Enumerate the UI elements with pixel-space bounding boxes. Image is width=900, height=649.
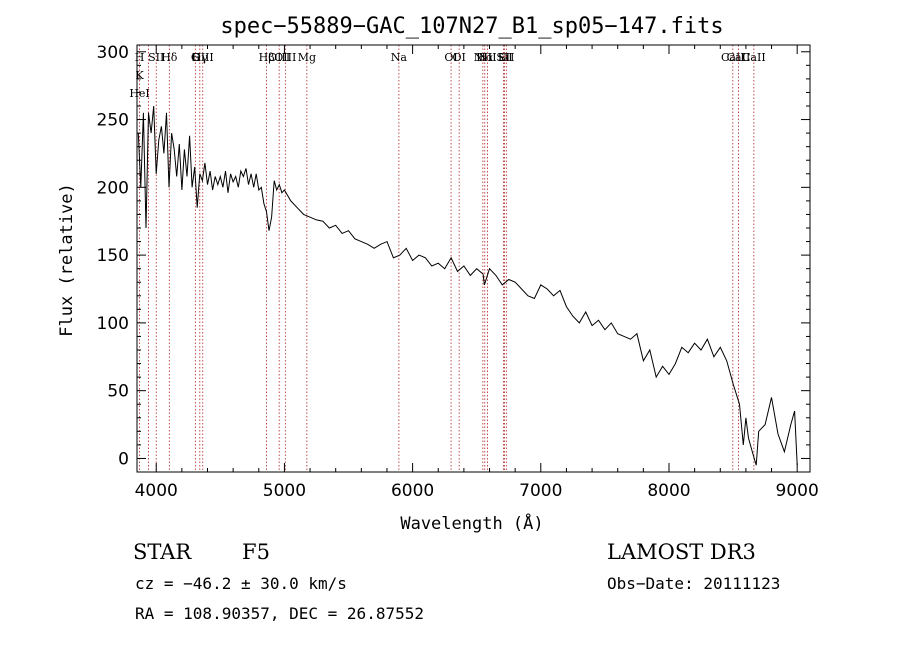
y-tick-label: 300	[97, 43, 129, 63]
marker-label: OIII	[274, 51, 296, 64]
x-tick-label: 4000	[135, 481, 178, 501]
object-class: STAR	[133, 540, 192, 564]
marker-label: Mg	[298, 51, 316, 64]
y-axis: 0 50 100 150 200 250 300	[97, 43, 810, 469]
marker-label: CaII	[742, 51, 766, 64]
plot-frame	[136, 44, 811, 473]
marker-label: OI	[444, 51, 457, 64]
redshift-cz: cz = −46.2 ± 30.0 km/s	[135, 574, 347, 593]
y-axis-label: Flux (relative)	[57, 183, 77, 337]
marker-label: CaII	[721, 51, 745, 64]
x-tick-label: 5000	[263, 481, 306, 501]
marker-label: HeI	[129, 87, 149, 100]
x-axis-label: Wavelength (Å)	[400, 512, 543, 534]
marker-label: G	[191, 51, 200, 64]
y-tick-label: 0	[118, 449, 129, 469]
x-tick-label: 6000	[391, 481, 434, 501]
spectrum-line	[137, 105, 798, 466]
object-subclass: F5	[242, 540, 270, 564]
coordinates: RA = 108.90357, DEC = 26.87552	[135, 604, 424, 623]
marker-label: Hδ	[161, 51, 178, 64]
marker-label: Hγ	[192, 51, 209, 64]
survey-name: LAMOST DR3	[607, 540, 756, 564]
y-tick-label: 100	[97, 314, 129, 334]
x-tick-label: 8000	[647, 481, 690, 501]
marker-label: OIII	[192, 51, 214, 64]
chart-title: spec−55889−GAC_107N27_B1_sp05−147.fits	[220, 14, 723, 39]
marker-label: K	[135, 69, 144, 82]
marker-label: OIII	[268, 51, 290, 64]
y-tick-label: 50	[107, 382, 129, 402]
marker-label: NII	[478, 51, 496, 64]
observation-date: Obs−Date: 20111123	[607, 574, 781, 593]
marker-label: SII	[148, 51, 164, 64]
x-tick-label: 9000	[776, 481, 819, 501]
y-tick-label: 150	[97, 246, 129, 266]
marker-label: Hβ	[259, 51, 275, 64]
y-tick-label: 200	[97, 178, 129, 198]
marker-label: Hα	[476, 51, 494, 64]
marker-label: NII	[474, 51, 492, 64]
marker-label: Na	[391, 51, 408, 64]
spectrum-series	[137, 105, 798, 466]
x-tick-label: 7000	[519, 481, 562, 501]
marker-label: SII	[498, 51, 514, 64]
marker-label: OI	[452, 51, 465, 64]
marker-label: SII	[496, 51, 512, 64]
marker-label: Li	[498, 51, 509, 64]
marker-label: CaII	[727, 51, 751, 64]
x-axis: 4000 5000 6000 7000 8000 9000	[135, 45, 819, 501]
y-tick-label: 250	[97, 111, 129, 131]
marker-label: H	[135, 51, 145, 64]
